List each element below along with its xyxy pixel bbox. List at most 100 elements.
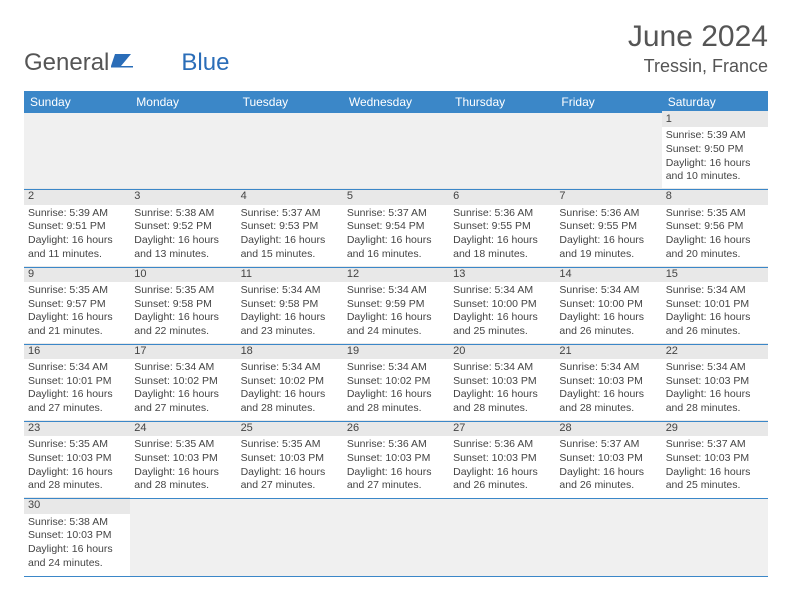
daylight-line: Daylight: 16 hours and 27 minutes. (347, 466, 445, 493)
location: Tressin, France (628, 56, 768, 77)
calendar-day-cell: 2Sunrise: 5:39 AMSunset: 9:51 PMDaylight… (24, 190, 130, 267)
weekday-header: Sunday (24, 91, 130, 113)
weekday-header: Wednesday (343, 91, 449, 113)
day-content: Sunrise: 5:34 AMSunset: 10:02 PMDaylight… (241, 361, 339, 417)
daylight-line: Daylight: 16 hours and 13 minutes. (134, 234, 232, 261)
daylight-line: Daylight: 16 hours and 27 minutes. (241, 466, 339, 493)
daylight-line: Daylight: 16 hours and 23 minutes. (241, 311, 339, 338)
day-number: 26 (343, 420, 449, 436)
daylight-line: Daylight: 16 hours and 28 minutes. (28, 466, 126, 493)
day-content: Sunrise: 5:34 AMSunset: 9:59 PMDaylight:… (347, 284, 445, 340)
sunset-line: Sunset: 9:51 PM (28, 220, 126, 234)
sunrise-line: Sunrise: 5:34 AM (666, 284, 764, 298)
sunset-line: Sunset: 9:54 PM (347, 220, 445, 234)
day-content: Sunrise: 5:35 AMSunset: 10:03 PMDaylight… (134, 438, 232, 494)
daylight-line: Daylight: 16 hours and 22 minutes. (134, 311, 232, 338)
weekday-header: Saturday (662, 91, 768, 113)
sunset-line: Sunset: 10:03 PM (666, 375, 764, 389)
sunrise-line: Sunrise: 5:35 AM (241, 438, 339, 452)
sunrise-line: Sunrise: 5:34 AM (666, 361, 764, 375)
day-content: Sunrise: 5:38 AMSunset: 9:52 PMDaylight:… (134, 207, 232, 263)
header: General Blue June 2024 Tressin, France (24, 20, 768, 77)
daylight-line: Daylight: 16 hours and 28 minutes. (347, 388, 445, 415)
calendar-week-row: 9Sunrise: 5:35 AMSunset: 9:57 PMDaylight… (24, 267, 768, 344)
day-number: 12 (343, 266, 449, 282)
sunset-line: Sunset: 10:03 PM (453, 452, 551, 466)
day-number: 11 (237, 266, 343, 282)
calendar-day-cell (449, 113, 555, 190)
day-content: Sunrise: 5:39 AMSunset: 9:50 PMDaylight:… (666, 129, 764, 185)
calendar-day-cell (237, 499, 343, 576)
calendar-day-cell (662, 499, 768, 576)
day-number: 1 (662, 111, 768, 127)
day-content: Sunrise: 5:37 AMSunset: 10:03 PMDaylight… (559, 438, 657, 494)
sunset-line: Sunset: 9:55 PM (559, 220, 657, 234)
calendar-day-cell: 30Sunrise: 5:38 AMSunset: 10:03 PMDaylig… (24, 499, 130, 576)
calendar-week-row: 1 Sunrise: 5:39 AMSunset: 9:50 PMDaylight… (24, 113, 768, 190)
day-content: Sunrise: 5:35 AMSunset: 9:58 PMDaylight:… (134, 284, 232, 340)
sunset-line: Sunset: 9:56 PM (666, 220, 764, 234)
daylight-line: Daylight: 16 hours and 26 minutes. (453, 466, 551, 493)
daylight-line: Daylight: 16 hours and 26 minutes. (559, 311, 657, 338)
calendar-day-cell: 29Sunrise: 5:37 AMSunset: 10:03 PMDaylig… (662, 422, 768, 499)
sunset-line: Sunset: 10:03 PM (28, 452, 126, 466)
sunset-line: Sunset: 10:03 PM (134, 452, 232, 466)
daylight-line: Daylight: 16 hours and 15 minutes. (241, 234, 339, 261)
sunrise-line: Sunrise: 5:36 AM (453, 207, 551, 221)
sunset-line: Sunset: 10:01 PM (666, 298, 764, 312)
logo-text-blue: Blue (181, 49, 229, 77)
day-content: Sunrise: 5:35 AMSunset: 9:57 PMDaylight:… (28, 284, 126, 340)
calendar-day-cell: 24 Sunrise: 5:35 AMSunset: 10:03 PMDaylig… (130, 422, 236, 499)
calendar-day-cell (130, 499, 236, 576)
calendar-day-cell: 20Sunrise: 5:34 AMSunset: 10:03 PMDaylig… (449, 344, 555, 421)
sunset-line: Sunset: 9:57 PM (28, 298, 126, 312)
day-number: 23 (24, 420, 130, 436)
sunrise-line: Sunrise: 5:34 AM (241, 284, 339, 298)
weekday-header: Thursday (449, 91, 555, 113)
calendar-day-cell: 9Sunrise: 5:35 AMSunset: 9:57 PMDaylight… (24, 267, 130, 344)
day-number: 13 (449, 266, 555, 282)
calendar-day-cell: 3 Sunrise: 5:38 AMSunset: 9:52 PMDaylight… (130, 190, 236, 267)
day-number: 22 (662, 343, 768, 359)
day-number: 20 (449, 343, 555, 359)
sunset-line: Sunset: 10:03 PM (666, 452, 764, 466)
sunrise-line: Sunrise: 5:34 AM (559, 284, 657, 298)
daylight-line: Daylight: 16 hours and 24 minutes. (347, 311, 445, 338)
sunrise-line: Sunrise: 5:39 AM (28, 207, 126, 221)
calendar-week-row: 16Sunrise: 5:34 AMSunset: 10:01 PMDaylig… (24, 344, 768, 421)
sunrise-line: Sunrise: 5:39 AM (666, 129, 764, 143)
sunset-line: Sunset: 10:03 PM (28, 529, 126, 543)
sunrise-line: Sunrise: 5:35 AM (28, 438, 126, 452)
day-content: Sunrise: 5:35 AMSunset: 10:03 PMDaylight… (241, 438, 339, 494)
logo: General Blue (24, 49, 229, 77)
daylight-line: Daylight: 16 hours and 16 minutes. (347, 234, 445, 261)
sunset-line: Sunset: 9:50 PM (666, 143, 764, 157)
logo-text-general: General (24, 49, 109, 77)
sunset-line: Sunset: 10:03 PM (453, 375, 551, 389)
sunset-line: Sunset: 10:03 PM (241, 452, 339, 466)
day-number: 14 (555, 266, 661, 282)
sunset-line: Sunset: 10:03 PM (559, 375, 657, 389)
day-content: Sunrise: 5:36 AMSunset: 10:03 PMDaylight… (347, 438, 445, 494)
calendar-week-row: 23Sunrise: 5:35 AMSunset: 10:03 PMDaylig… (24, 422, 768, 499)
day-number: 16 (24, 343, 130, 359)
calendar-day-cell: 18Sunrise: 5:34 AMSunset: 10:02 PMDaylig… (237, 344, 343, 421)
sunrise-line: Sunrise: 5:34 AM (134, 361, 232, 375)
day-content: Sunrise: 5:39 AMSunset: 9:51 PMDaylight:… (28, 207, 126, 263)
sunset-line: Sunset: 9:58 PM (134, 298, 232, 312)
sunrise-line: Sunrise: 5:37 AM (347, 207, 445, 221)
day-number: 10 (130, 266, 236, 282)
day-content: Sunrise: 5:38 AMSunset: 10:03 PMDaylight… (28, 516, 126, 572)
calendar-day-cell: 6Sunrise: 5:36 AMSunset: 9:55 PMDaylight… (449, 190, 555, 267)
calendar-day-cell: 14Sunrise: 5:34 AMSunset: 10:00 PMDaylig… (555, 267, 661, 344)
sunset-line: Sunset: 9:58 PM (241, 298, 339, 312)
daylight-line: Daylight: 16 hours and 18 minutes. (453, 234, 551, 261)
day-content: Sunrise: 5:34 AMSunset: 10:02 PMDaylight… (134, 361, 232, 417)
sunrise-line: Sunrise: 5:35 AM (134, 438, 232, 452)
sunset-line: Sunset: 9:52 PM (134, 220, 232, 234)
day-number: 24 (130, 420, 236, 436)
calendar-day-cell (343, 499, 449, 576)
weekday-header: Tuesday (237, 91, 343, 113)
day-number: 3 (130, 188, 236, 204)
sunrise-line: Sunrise: 5:35 AM (28, 284, 126, 298)
